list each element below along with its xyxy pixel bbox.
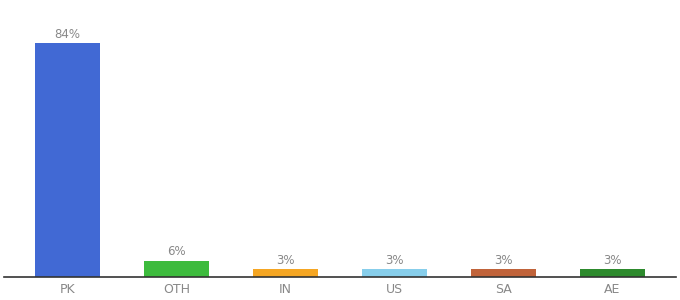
Bar (35, 43, 100, 277)
Text: 3%: 3% (494, 254, 513, 267)
Text: 3%: 3% (603, 254, 622, 267)
Text: 3%: 3% (386, 254, 404, 267)
Text: 84%: 84% (54, 28, 80, 41)
Bar (580, 269, 645, 277)
Text: 3%: 3% (276, 254, 294, 267)
Bar (143, 261, 209, 277)
Text: 6%: 6% (167, 245, 186, 258)
Bar (471, 269, 537, 277)
Bar (253, 269, 318, 277)
Bar (362, 269, 427, 277)
